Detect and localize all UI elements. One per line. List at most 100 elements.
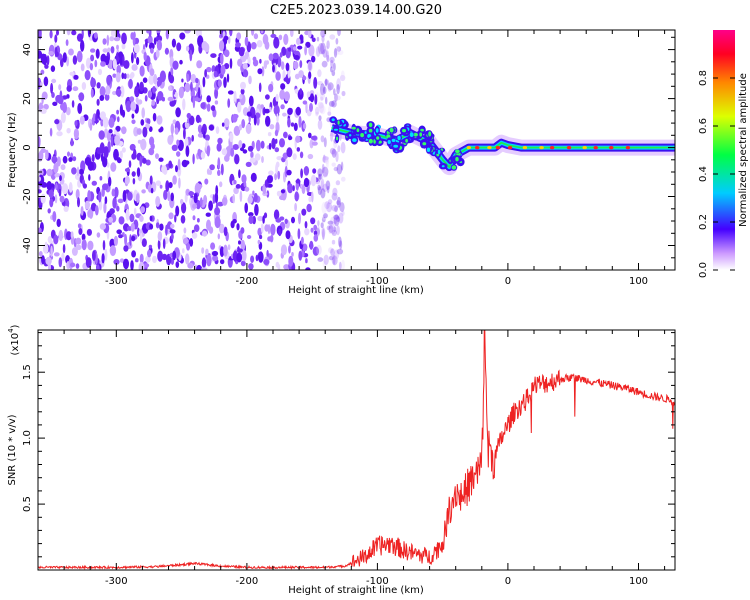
peak-dot — [566, 146, 572, 150]
noise-blob — [341, 210, 345, 216]
noise-blob — [318, 173, 321, 182]
noise-blob — [328, 100, 335, 107]
noise-blob — [133, 207, 137, 216]
noise-blob — [340, 70, 345, 80]
noise-blob — [246, 235, 252, 239]
peak-dot — [625, 146, 631, 150]
noise-blob — [46, 55, 50, 66]
noise-blob — [322, 166, 329, 177]
noise-blob — [319, 90, 325, 101]
noise-blob — [156, 80, 161, 87]
noise-blob — [38, 150, 44, 161]
noise-blob — [182, 98, 186, 111]
noise-blob — [106, 34, 110, 46]
svg-text:(x104): (x104) — [7, 324, 21, 355]
noise-blob — [56, 30, 59, 36]
noise-blob — [145, 255, 151, 263]
noise-blob — [333, 214, 339, 220]
noise-blob — [75, 189, 80, 200]
noise-blob — [183, 227, 187, 234]
noise-blob — [297, 45, 303, 50]
noise-blob — [328, 255, 334, 261]
noise-blob — [102, 156, 108, 168]
noise-blob — [239, 190, 243, 202]
noise-blob — [320, 96, 324, 101]
noise-blob — [195, 77, 199, 84]
noise-blob — [333, 166, 339, 172]
noise-blob — [38, 227, 42, 234]
noise-blob — [309, 93, 315, 103]
signal-blob-core — [360, 133, 364, 138]
noise-blob — [137, 227, 140, 237]
noise-blob — [241, 119, 246, 129]
signal-blob-core — [428, 131, 432, 137]
noise-blob — [144, 95, 148, 102]
noise-blob — [308, 61, 312, 71]
noise-blob — [137, 139, 142, 144]
noise-blob — [292, 185, 295, 192]
noise-blob — [121, 126, 127, 135]
noise-blob — [280, 104, 285, 110]
noise-blob — [71, 167, 77, 175]
noise-blob — [229, 132, 234, 143]
noise-blob — [326, 40, 330, 49]
noise-blob — [204, 134, 210, 141]
noise-blob — [322, 260, 327, 268]
noise-blob — [132, 178, 136, 185]
noise-blob — [220, 64, 226, 75]
signal-blob-core — [337, 120, 340, 125]
colorbar-tick-label: 0.2 — [698, 214, 709, 230]
colorbar-ticks: 0.0 0.2 0.4 0.6 0.8 — [698, 70, 735, 278]
noise-blob — [109, 245, 117, 257]
noise-blob — [104, 196, 108, 205]
noise-blob — [279, 195, 285, 201]
noise-blob — [333, 226, 337, 233]
noise-blob — [119, 54, 123, 66]
noise-blob — [175, 261, 180, 268]
noise-blob — [185, 160, 190, 165]
noise-blob — [56, 156, 61, 167]
noise-blob — [140, 119, 145, 126]
noise-blob — [200, 151, 206, 160]
noise-blob — [321, 227, 326, 238]
noise-blob — [143, 263, 150, 268]
noise-blob — [209, 164, 215, 171]
noise-blob — [310, 227, 314, 233]
noise-blob — [65, 39, 69, 46]
signal-blob-core — [420, 128, 424, 132]
noise-blob — [180, 215, 186, 224]
noise-blob — [323, 254, 329, 265]
noise-blob — [280, 244, 288, 256]
noise-blob — [321, 216, 326, 223]
noise-blob — [248, 263, 254, 270]
noise-blob — [261, 156, 264, 163]
noise-blob — [148, 74, 155, 85]
noise-blob — [78, 168, 85, 176]
noise-blob — [217, 79, 222, 88]
y-scale-note: (x104) — [7, 324, 21, 355]
y-scale-prefix: (x10 — [10, 333, 21, 356]
noise-blob — [72, 86, 79, 92]
noise-blob — [55, 182, 58, 191]
noise-blob — [244, 186, 250, 192]
noise-blob — [121, 109, 126, 118]
noise-blob — [81, 233, 86, 241]
noise-blob — [224, 63, 230, 70]
noise-blob — [130, 222, 135, 232]
noise-blob — [294, 88, 299, 94]
noise-blob — [199, 197, 203, 207]
noise-blob — [324, 78, 328, 87]
noise-blob — [112, 58, 117, 70]
noise-blob — [339, 240, 343, 250]
noise-blob — [109, 36, 115, 42]
noise-blob — [52, 101, 58, 107]
noise-blob — [185, 145, 190, 157]
noise-blob — [62, 101, 67, 114]
noise-blob — [110, 30, 116, 37]
noise-blob — [336, 248, 344, 255]
noise-blob — [315, 111, 319, 117]
noise-blob — [178, 87, 184, 99]
noise-blob — [147, 249, 152, 258]
noise-blob — [167, 190, 171, 202]
noise-blob — [273, 36, 280, 49]
